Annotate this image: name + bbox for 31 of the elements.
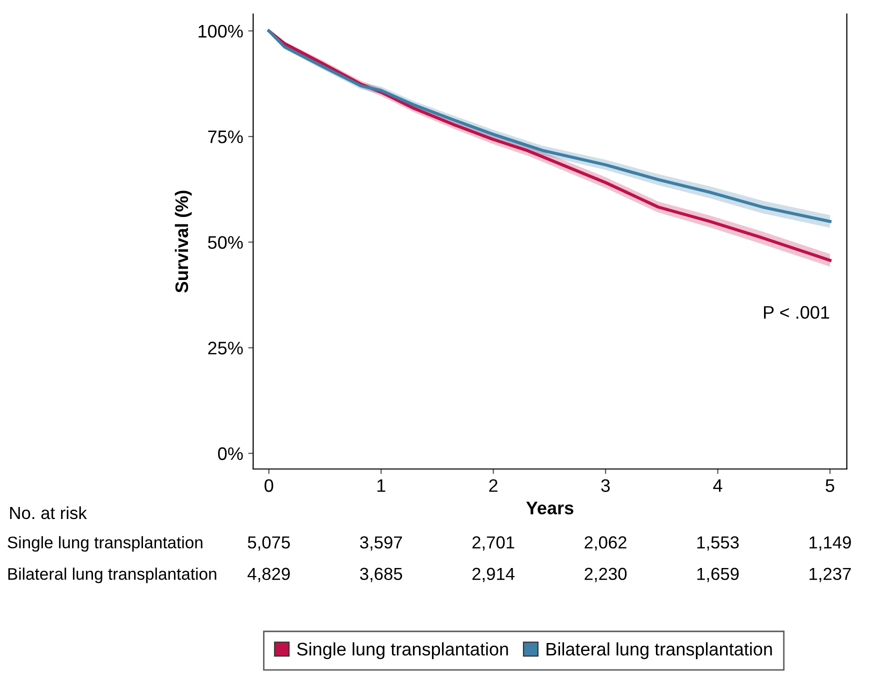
text: 3,685 xyxy=(360,568,402,582)
text: No. at risk xyxy=(10,506,87,520)
text: 5,075 xyxy=(248,536,290,551)
text: Single lung transplantation xyxy=(8,536,202,552)
x-tick-label: 4 xyxy=(713,479,722,492)
y-tick-label: 0% xyxy=(218,447,243,460)
x-tick-label: 5 xyxy=(826,479,834,492)
y-tick-label: 25% xyxy=(208,342,243,354)
text: 4,829 xyxy=(248,568,290,582)
x-tick-label: 0 xyxy=(264,479,274,492)
x-tick-label: 1 xyxy=(377,479,386,492)
text: Bilateral lung transplantation xyxy=(8,568,216,584)
annotation: P < .001 xyxy=(764,306,830,319)
text: 2,062 xyxy=(584,536,626,551)
x-axis-title: Years xyxy=(526,502,574,514)
text: 3,597 xyxy=(360,536,402,551)
text: 1,149 xyxy=(810,536,851,551)
y-tick-label: 50% xyxy=(208,236,243,249)
x-tick-label: 3 xyxy=(601,479,610,492)
text: 2,230 xyxy=(584,568,627,582)
y-axis-title: Survival (%) xyxy=(174,190,192,293)
text: 2,701 xyxy=(472,536,514,551)
legend-label: Single lung transplantation xyxy=(297,642,508,660)
y-tick-label: 75% xyxy=(208,130,243,144)
legend-label: Bilateral lung transplantation xyxy=(546,642,772,660)
text: 2,914 xyxy=(472,568,515,582)
text: 1,237 xyxy=(810,568,851,582)
text: 1,553 xyxy=(697,536,739,551)
text: 1,659 xyxy=(697,568,739,582)
y-tick-label: 100% xyxy=(198,24,243,38)
x-tick-label: 2 xyxy=(489,479,498,492)
